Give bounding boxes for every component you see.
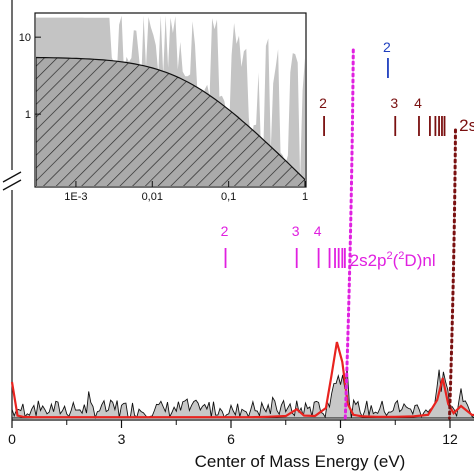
series-label-2s: 2s <box>459 116 474 135</box>
level-number: 4 <box>314 223 322 239</box>
inset-plot: 1E-3 0,01 0,1 1 1 10 <box>19 12 308 203</box>
grey-data-area <box>11 367 474 420</box>
axis-break-marker <box>2 171 22 191</box>
level-number: 2 <box>221 223 229 239</box>
x-tick-label: 6 <box>227 431 235 447</box>
inset-x-ticks: 1E-3 0,01 0,1 1 <box>64 181 308 203</box>
inset-hatched-area <box>36 56 305 186</box>
series-label-2s2p2D: 2s2p2(2D)nl <box>350 250 436 270</box>
series-limits <box>343 48 457 420</box>
inset-y-ticks: 1 10 <box>19 32 41 121</box>
inset-x-tick-label: 0,01 <box>142 191 163 203</box>
inset-x-tick-label: 0,1 <box>221 191 236 203</box>
x-tick-label: 12 <box>442 431 458 447</box>
inset-y-tick-label: 1 <box>25 109 31 121</box>
series-limit-dots <box>343 48 355 420</box>
level-series: 234234232s2p2(2D)nl2s2s2 <box>221 39 474 270</box>
level-number: 3 <box>390 95 398 111</box>
x-tick-label: 3 <box>118 431 126 447</box>
x-tick-label: 0 <box>8 431 16 447</box>
inset-frame <box>34 12 307 188</box>
inset-y-tick-label: 10 <box>19 32 31 44</box>
main-plot-frame <box>2 0 474 421</box>
red-series-line <box>10 341 474 419</box>
x-axis-label: Center of Mass Energy (eV) <box>195 452 406 471</box>
level-number: 2 <box>319 95 327 111</box>
inset-x-tick-label: 1 <box>302 191 308 203</box>
inset-x-tick-label: 1E-3 <box>64 191 87 203</box>
x-tick-label: 9 <box>337 431 345 447</box>
level-number: 2 <box>383 39 391 55</box>
level-number: 3 <box>292 223 300 239</box>
series-limit-dots <box>447 128 457 420</box>
level-number: 4 <box>414 95 422 111</box>
x-ticks: 0 3 6 9 12 <box>8 420 458 447</box>
